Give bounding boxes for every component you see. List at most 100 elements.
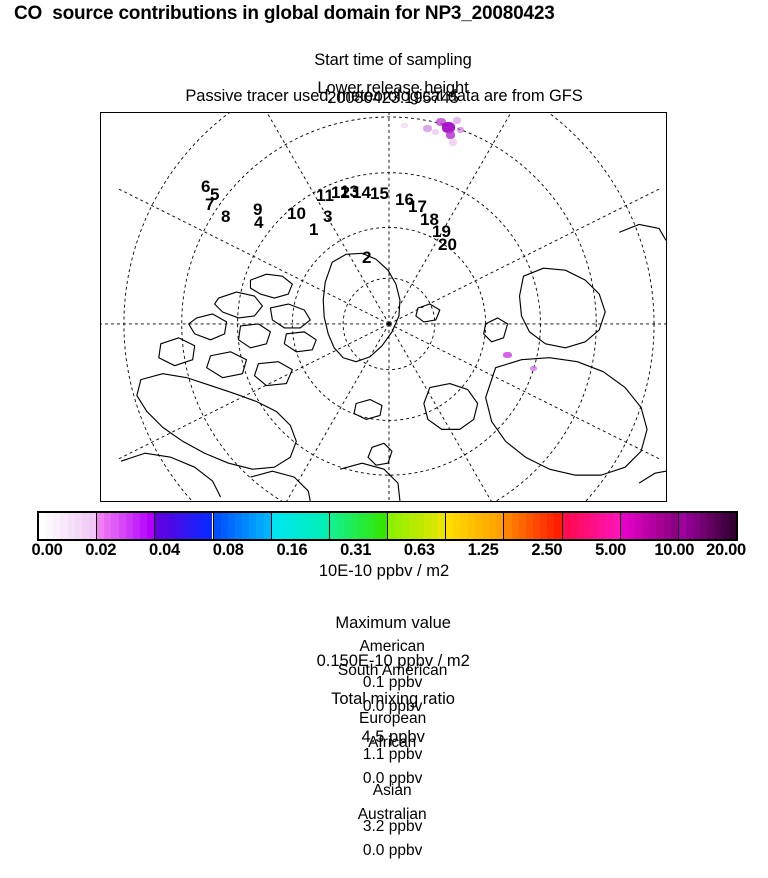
- trajectory-label-14: 14: [352, 183, 371, 202]
- colorbar-step: [598, 513, 606, 539]
- colorbar-step: [205, 513, 213, 539]
- colorbar-step: [518, 513, 526, 539]
- colorbar-step: [147, 513, 155, 539]
- colorbar-step: [39, 513, 47, 539]
- colorbar-step: [198, 513, 206, 539]
- trajectory-label-3: 3: [323, 207, 333, 226]
- region-value-australian: 0.0 ppbv: [362, 842, 423, 859]
- colorbar-step: [220, 513, 228, 539]
- colorbar-step: [525, 513, 533, 539]
- colorbar-step: [358, 513, 366, 539]
- colorbar-step: [721, 513, 729, 539]
- colorbar-step: [285, 513, 294, 539]
- start-time-label: Start time of sampling: [314, 51, 472, 69]
- colorbar-step: [562, 513, 570, 539]
- colorbar-step: [307, 513, 315, 539]
- max-and-total-line: Maximum value 0.150E-10 ppbv / m2 Total …: [0, 595, 768, 766]
- colorbar-step: [53, 513, 61, 539]
- colorbar-tick-0: 0.00: [31, 541, 63, 559]
- trajectory-label-17: 17: [408, 197, 427, 216]
- colorbar-unit-label: 10E-10 ppbv / m2: [318, 562, 450, 580]
- colorbar-step: [693, 513, 701, 539]
- colorbar-segment-3: [213, 513, 272, 539]
- colorbar-tick-labels: 0.00 0.02 0.04 0.08 0.16 0.31 0.63 1.25 2.50 5.00…: [0, 541, 768, 561]
- colorbar-step: [183, 513, 192, 539]
- colorbar-step: [620, 513, 628, 539]
- max-value-label: Maximum value: [335, 614, 451, 632]
- colorbar-step: [686, 513, 694, 539]
- colorbar-step: [605, 513, 613, 539]
- colorbar-step: [234, 513, 243, 539]
- trajectory-label-8: 8: [221, 207, 231, 226]
- colorbar-step: [162, 513, 170, 539]
- colorbar-step: [416, 513, 424, 539]
- colorbar-step: [321, 513, 329, 539]
- colorbar-step: [678, 513, 687, 539]
- colorbar-step: [278, 513, 286, 539]
- colorbar-segment-9: [562, 513, 621, 539]
- colorbar-tick-2: 0.04: [148, 541, 180, 559]
- colorbar-step: [337, 513, 345, 539]
- trajectory-label-19: 19: [432, 222, 451, 241]
- colorbar-step: [155, 513, 163, 539]
- colorbar-step: [496, 513, 504, 539]
- region-value-american: 0.1 ppbv: [362, 674, 423, 691]
- colorbar-segment-6: [388, 513, 447, 539]
- colorbar-step: [612, 513, 620, 539]
- colorbar-step: [104, 513, 112, 539]
- region-value-european: 1.1 ppbv: [362, 746, 423, 763]
- colorbar-step: [402, 513, 410, 539]
- colorbar-step: [446, 513, 454, 539]
- colorbar-step: [554, 513, 562, 539]
- colorbar-step: [227, 513, 235, 539]
- colorbar-step: [329, 513, 337, 539]
- colorbar-step: [409, 513, 417, 539]
- colorbar-tick-11: 20.00: [706, 541, 746, 559]
- colorbar-step: [169, 513, 177, 539]
- colorbar-step: [438, 513, 446, 539]
- colorbar: [37, 511, 738, 541]
- colorbar-step: [300, 513, 308, 539]
- colorbar-step: [388, 513, 396, 539]
- colorbar-step: [430, 513, 439, 539]
- colorbar-step: [344, 513, 352, 539]
- colorbar-step: [714, 513, 722, 539]
- trajectory-label-13: 13: [340, 182, 359, 201]
- colorbar-step: [271, 513, 279, 539]
- colorbar-step: [423, 513, 431, 539]
- colorbar-tick-4: 0.16: [276, 541, 308, 559]
- colorbar-gradient: [37, 511, 738, 541]
- colorbar-step: [191, 513, 199, 539]
- region-row-2: South American 0.0 ppbv African 0.0 ppbv…: [0, 644, 768, 878]
- colorbar-step: [256, 513, 264, 539]
- colorbar-step: [547, 513, 555, 539]
- colorbar-step: [649, 513, 657, 539]
- colorbar-step: [540, 513, 548, 539]
- colorbar-step: [67, 513, 75, 539]
- colorbar-step: [460, 513, 468, 539]
- colorbar-segment-10: [620, 513, 679, 539]
- colorbar-step: [481, 513, 490, 539]
- colorbar-step: [583, 513, 592, 539]
- colorbar-tick-3: 0.08: [212, 541, 244, 559]
- colorbar-step: [249, 513, 257, 539]
- colorbar-step: [642, 513, 650, 539]
- trajectory-label-15: 15: [370, 184, 389, 203]
- trajectory-label-5: 5: [210, 185, 220, 204]
- trajectory-label-16: 16: [395, 190, 414, 209]
- colorbar-step: [81, 513, 89, 539]
- colorbar-step: [242, 513, 250, 539]
- colorbar-segment-0: [39, 513, 98, 539]
- colorbar-step: [314, 513, 322, 539]
- colorbar-step: [467, 513, 475, 539]
- lower-release-height-label: Lower release height: [317, 79, 469, 97]
- colorbar-segment-8: [504, 513, 563, 539]
- colorbar-step: [670, 513, 678, 539]
- trajectory-label-1: 1: [309, 220, 319, 239]
- colorbar-step: [591, 513, 599, 539]
- trajectory-label-4: 4: [254, 213, 264, 232]
- trajectory-label-9: 9: [253, 200, 263, 219]
- colorbar-step: [728, 513, 737, 539]
- trajectory-label-20: 20: [438, 235, 457, 254]
- colorbar-step: [118, 513, 126, 539]
